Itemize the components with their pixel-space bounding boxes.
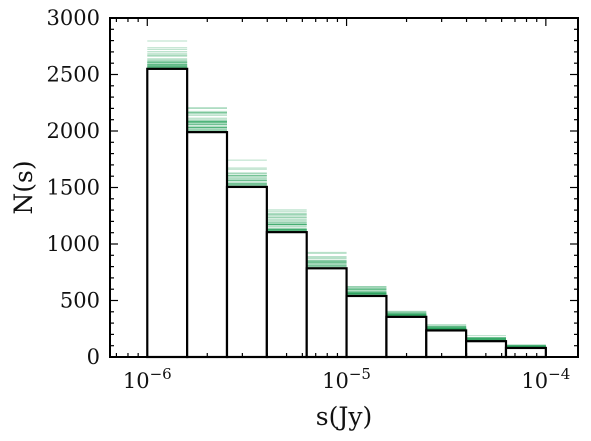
y-tick-label: 500 xyxy=(60,289,100,313)
y-tick-label: 2500 xyxy=(47,63,100,87)
histogram-bar xyxy=(385,315,428,359)
y-tick-label: 1500 xyxy=(47,176,100,200)
histogram-bar xyxy=(186,131,229,359)
x-tick-labels: 10−6 10−5 10−4 xyxy=(123,365,570,393)
y-tick-label: 3000 xyxy=(47,6,100,30)
y-axis-label: N(s) xyxy=(9,160,38,214)
y-tick-labels: 0 500 1000 1500 2000 2500 3000 xyxy=(47,6,100,369)
x-tick-label: 10−5 xyxy=(322,365,371,393)
y-tick-label: 1000 xyxy=(47,232,100,256)
y-tick-label: 0 xyxy=(87,345,100,369)
histogram-bar xyxy=(225,185,268,359)
histogram-bar xyxy=(305,267,348,359)
y-tick-label: 2000 xyxy=(47,119,100,143)
histogram-bar xyxy=(146,67,189,359)
plot-frame xyxy=(109,17,579,358)
histogram-bars xyxy=(146,67,547,359)
histogram-bar xyxy=(504,346,547,359)
histogram-bar xyxy=(265,231,308,359)
x-tick-label: 10−4 xyxy=(521,365,570,393)
x-tick-label: 10−6 xyxy=(123,365,172,393)
histogram-bar xyxy=(345,294,388,359)
x-axis-label: s(Jy) xyxy=(316,402,372,431)
histogram-bar xyxy=(425,329,468,359)
